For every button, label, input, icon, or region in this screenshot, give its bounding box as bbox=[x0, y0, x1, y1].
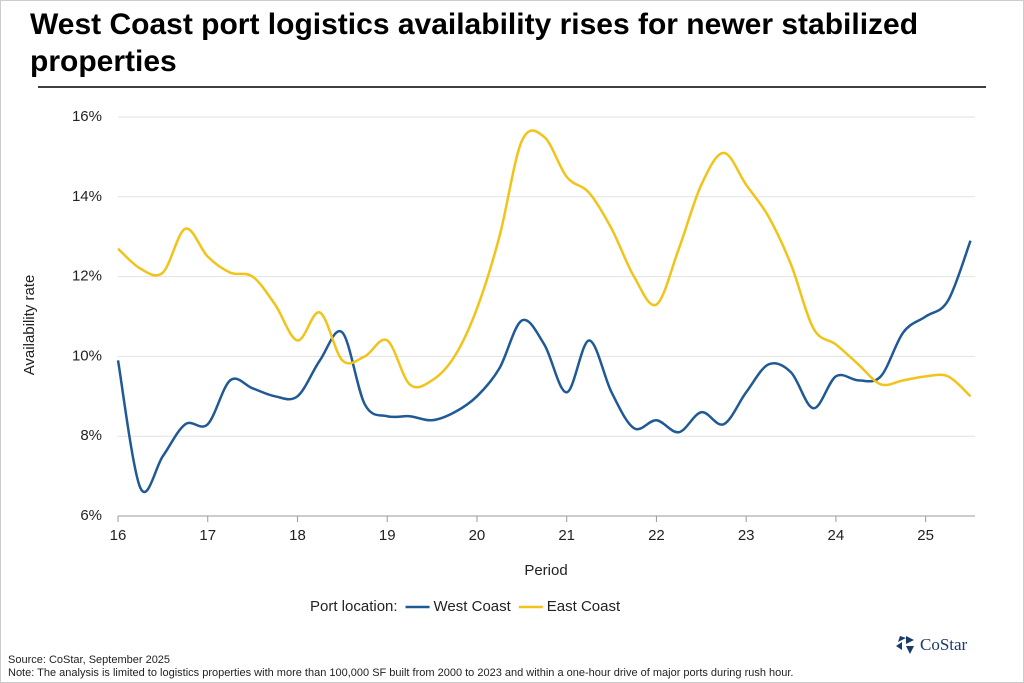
y-tick-label: 14% bbox=[72, 188, 102, 205]
x-tick-label: 25 bbox=[917, 527, 934, 544]
x-tick-label: 23 bbox=[738, 527, 755, 544]
y-axis-label: Availability rate bbox=[21, 275, 38, 376]
note: Note: The analysis is limited to logisti… bbox=[8, 667, 794, 679]
y-tick-label: 10% bbox=[72, 347, 102, 364]
logo-icon bbox=[896, 636, 914, 654]
x-tick-label: 24 bbox=[828, 527, 845, 544]
source: Source: CoStar, September 2025 bbox=[8, 654, 170, 666]
y-tick-label: 12% bbox=[72, 268, 102, 285]
legend-label: West Coast bbox=[434, 598, 512, 615]
y-tick-label: 8% bbox=[80, 427, 102, 444]
x-axis-label: Period bbox=[524, 562, 567, 579]
x-tick-label: 16 bbox=[110, 527, 127, 544]
logo: CoStar bbox=[920, 635, 968, 654]
x-tick-label: 19 bbox=[379, 527, 396, 544]
x-tick-label: 17 bbox=[199, 527, 216, 544]
y-tick-label: 16% bbox=[72, 108, 102, 125]
x-tick-label: 18 bbox=[289, 527, 306, 544]
series-line bbox=[116, 240, 972, 493]
legend-label: East Coast bbox=[547, 598, 621, 615]
x-tick-label: 21 bbox=[558, 527, 575, 544]
x-tick-label: 22 bbox=[648, 527, 665, 544]
series-line bbox=[117, 129, 972, 398]
chart-title: West Coast port logistics availability r… bbox=[30, 8, 919, 78]
legend-title: Port location: bbox=[310, 598, 398, 615]
x-tick-label: 20 bbox=[469, 527, 486, 544]
y-tick-label: 6% bbox=[80, 507, 102, 524]
